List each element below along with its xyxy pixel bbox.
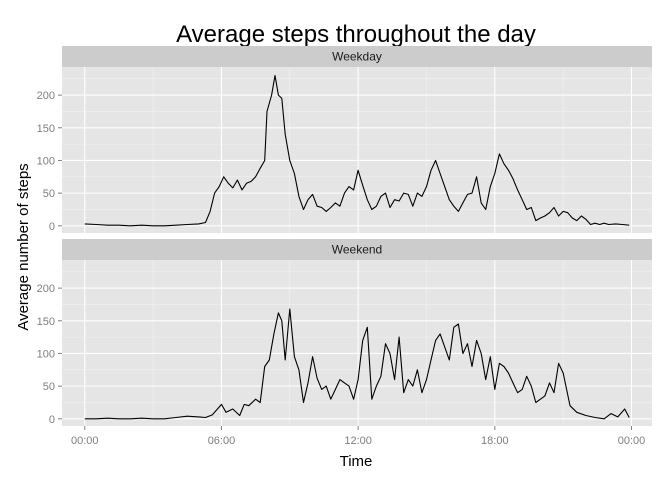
y-tick-label: 100 [37,155,55,167]
facet-panels: Weekday 0 50 100 150 200 Weekend 0 50 100 150 200 [37,46,652,426]
y-tick-label: 50 [43,188,55,200]
x-tick-label: 12:00 [344,435,372,447]
panel-background [62,67,652,233]
y-tick-label: 200 [37,283,55,295]
strip-label: Weekday [332,50,382,64]
facet-panel-weekend: Weekend 0 50 100 150 200 [37,239,652,426]
strip-label: Weekend [332,243,382,257]
y-axis-title: Average number of steps [15,163,32,330]
y-tick-label: 50 [43,381,55,393]
y-tick-label: 150 [37,123,55,135]
strip-background [62,46,652,67]
x-tick-label: 18:00 [481,435,509,447]
panel-background [62,260,652,426]
facet-panel-weekday: Weekday 0 50 100 150 200 [37,46,652,233]
y-tick-label: 100 [37,348,55,360]
y-tick-label: 0 [49,221,55,233]
strip-background [62,239,652,260]
y-tick-label: 200 [37,90,55,102]
x-tick-label: 00:00 [618,435,646,447]
series-line-weekend [84,308,630,420]
x-tick-label: 06:00 [208,435,236,447]
x-tick-label: 00:00 [71,435,99,447]
chart-title: Average steps throughout the day [176,21,536,48]
y-tick-label: 0 [49,414,55,426]
x-axis: 00:00 06:00 12:00 18:00 00:00 [71,426,645,447]
x-axis-title: Time [340,453,373,470]
series-line-weekday [84,74,630,227]
y-tick-label: 150 [37,316,55,328]
